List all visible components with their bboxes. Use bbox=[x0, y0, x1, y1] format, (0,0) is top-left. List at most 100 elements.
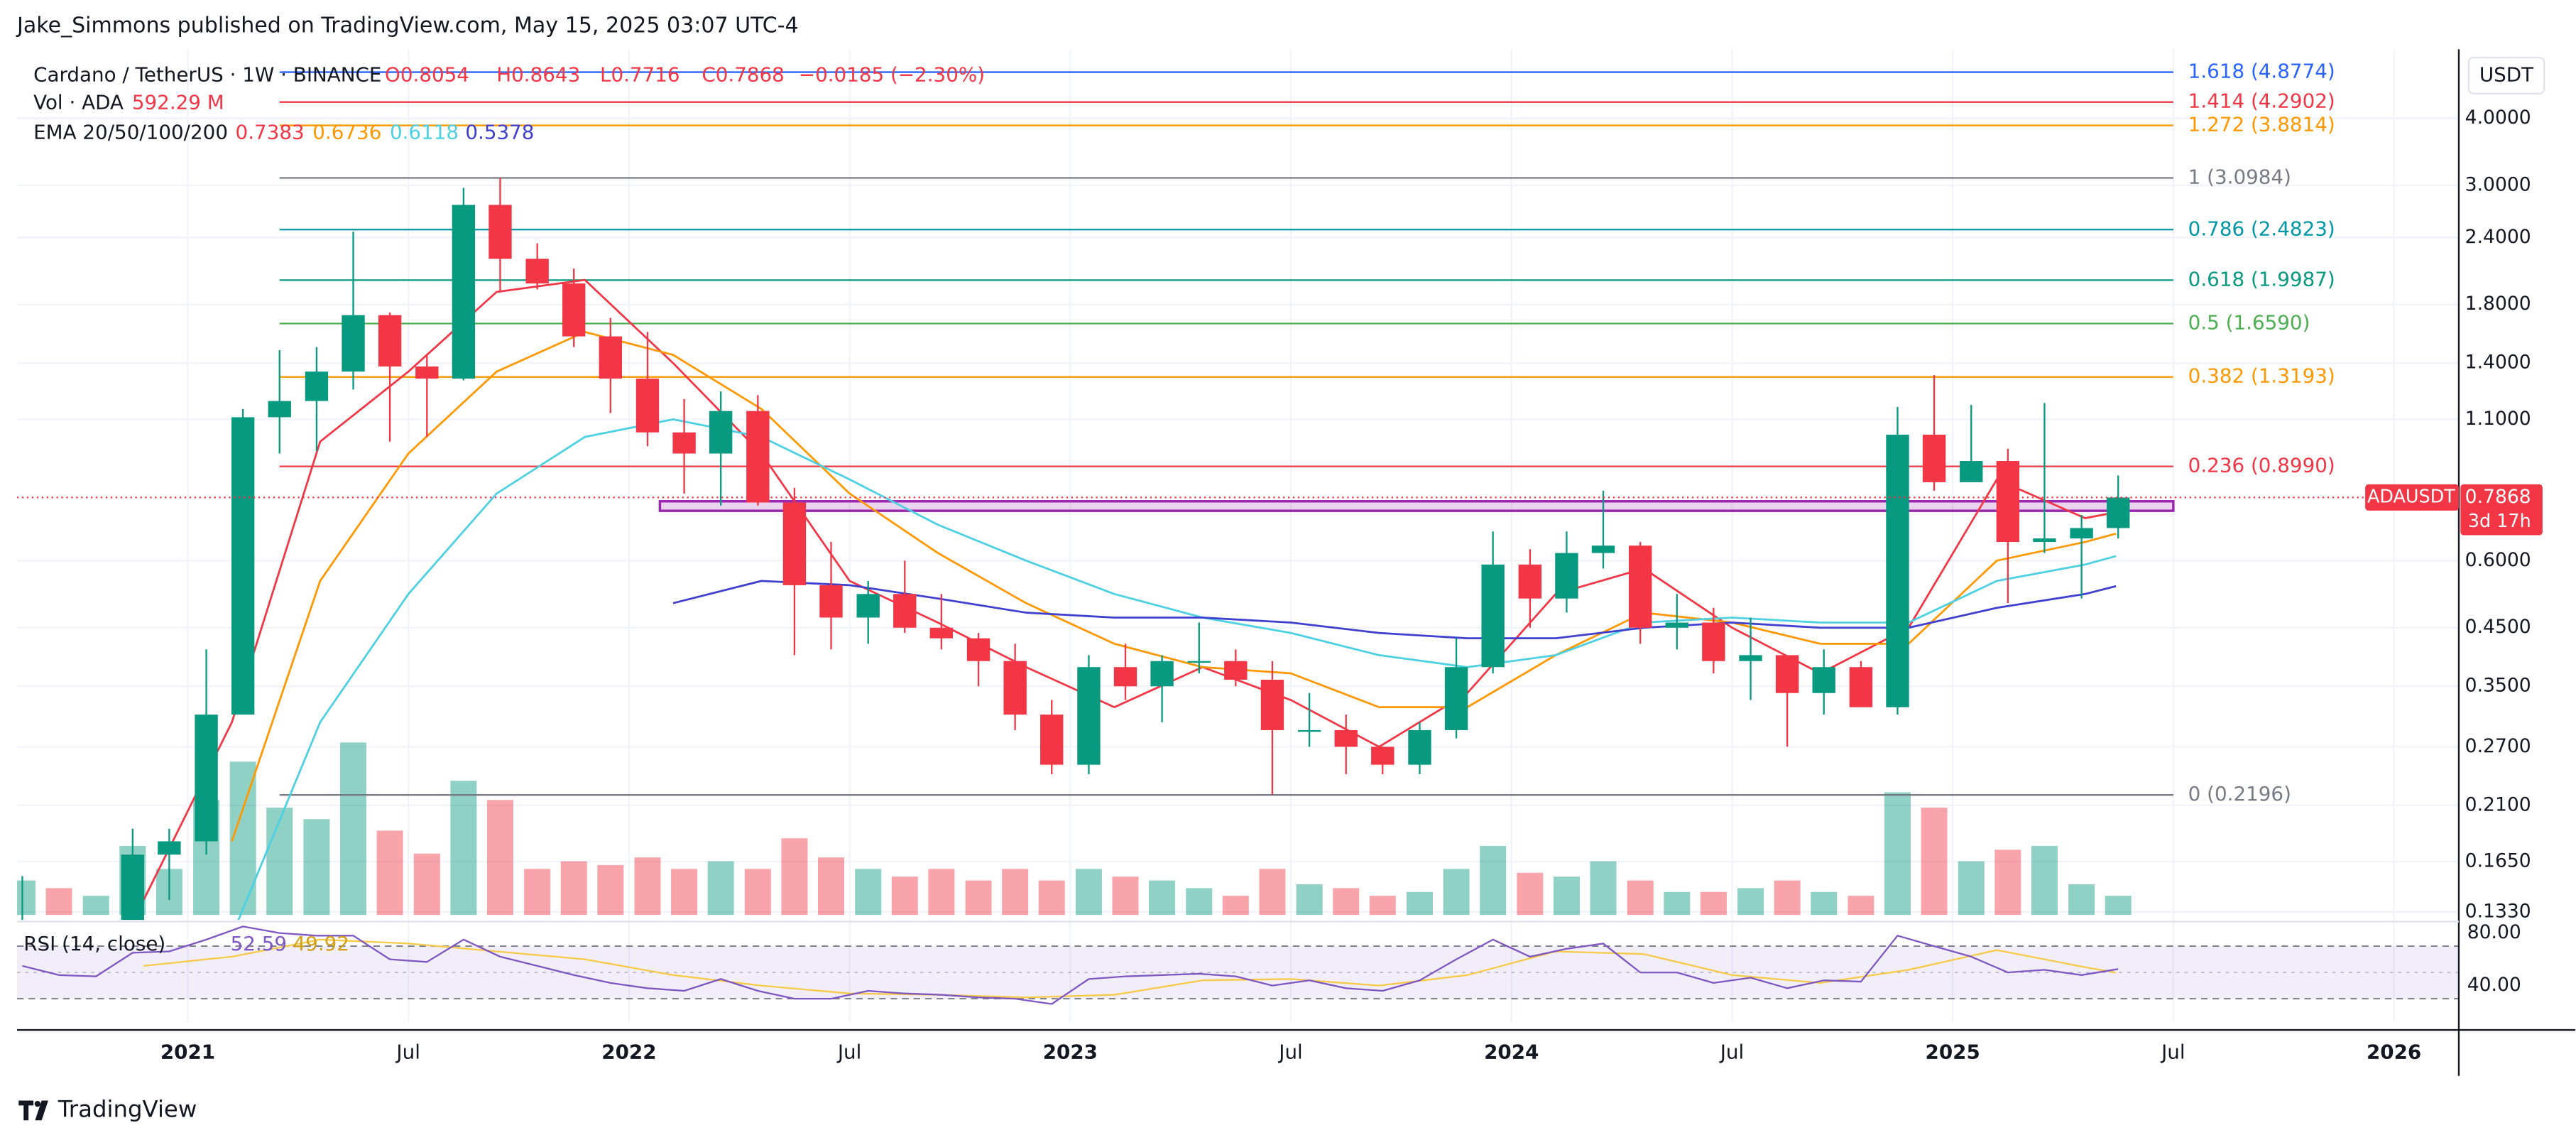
y-tick-label: 3.0000 bbox=[2465, 174, 2531, 196]
candle-body bbox=[1224, 661, 1248, 680]
candle-body bbox=[819, 585, 843, 618]
volume-bar bbox=[340, 742, 367, 916]
fib-label: 0.5 (1.6590) bbox=[2188, 311, 2310, 335]
volume-bar bbox=[376, 830, 403, 916]
candle-body bbox=[1739, 655, 1762, 661]
fib-label: 0.618 (1.9987) bbox=[2188, 267, 2335, 291]
volume-bar bbox=[744, 869, 771, 916]
candle-body bbox=[1040, 715, 1064, 765]
candle-body bbox=[1260, 679, 1284, 730]
grid bbox=[16, 49, 2459, 1022]
candle-body bbox=[856, 594, 880, 618]
ema-line bbox=[231, 331, 2117, 842]
volume-bar bbox=[928, 869, 955, 916]
rsi-line bbox=[22, 925, 2119, 1005]
candle-body bbox=[1849, 667, 1873, 707]
candle-body bbox=[121, 854, 144, 921]
volume-bar bbox=[413, 853, 440, 916]
y-tick-label: 4.0000 bbox=[2465, 107, 2531, 129]
volume-bar bbox=[1700, 891, 1727, 916]
rsi-label: RSI (14, close) bbox=[23, 932, 165, 955]
volume-bar bbox=[1112, 876, 1139, 916]
candle-body bbox=[893, 594, 917, 628]
candle-body bbox=[635, 379, 660, 433]
candle-body bbox=[415, 366, 439, 379]
legend-close: C0.7868 bbox=[702, 63, 784, 86]
volume-bar bbox=[781, 838, 808, 916]
legend: Cardano / TetherUS · 1W · BINANCE O0.805… bbox=[23, 63, 985, 955]
candle-body bbox=[342, 315, 365, 372]
volume-bar bbox=[45, 888, 72, 916]
volume-bar bbox=[1369, 896, 1396, 916]
x-tick-label: Jul bbox=[836, 1040, 861, 1063]
candle-body bbox=[2070, 528, 2093, 539]
y-tick-label: 1.4000 bbox=[2465, 352, 2531, 374]
y-tick-label: 0.4500 bbox=[2465, 616, 2531, 638]
candle-body bbox=[709, 411, 733, 454]
volume-bar bbox=[1737, 888, 1764, 916]
candle-body bbox=[1812, 667, 1835, 693]
candle-body bbox=[1334, 729, 1358, 747]
volume-bar bbox=[1958, 861, 1985, 916]
volume-bar bbox=[450, 781, 477, 916]
ema-value: 0.6118 bbox=[390, 120, 459, 143]
candle-body bbox=[1702, 622, 1725, 661]
volume-bar bbox=[1443, 869, 1470, 916]
rsi-tick-label: 80.00 bbox=[2467, 921, 2521, 943]
x-tick-label: Jul bbox=[2160, 1040, 2185, 1063]
ema-value: 0.7383 bbox=[236, 120, 305, 143]
candle-body bbox=[452, 205, 476, 379]
rsi-value: 52.59 bbox=[231, 932, 287, 955]
legend-low: L0.7716 bbox=[600, 63, 680, 86]
candle-body bbox=[2107, 497, 2130, 528]
volume-bar bbox=[1774, 880, 1801, 916]
candle-body bbox=[1113, 667, 1137, 687]
candle-body bbox=[1187, 661, 1211, 663]
volume-bar bbox=[2031, 846, 2058, 916]
rsi-ma-value: 49.92 bbox=[293, 932, 349, 955]
price-tag-value: 0.7868 bbox=[2465, 486, 2531, 508]
ema-line bbox=[143, 278, 2117, 901]
candle-body bbox=[1481, 564, 1505, 668]
price-pane: 1.618 (4.8774) 1.414 (4.2902)1.272 (3.881… bbox=[16, 60, 2459, 921]
unit-box bbox=[2467, 56, 2545, 94]
candle-body bbox=[195, 715, 218, 842]
volume-bar bbox=[1627, 880, 1654, 916]
volume-bar bbox=[671, 869, 698, 916]
y-tick-label: 2.4000 bbox=[2465, 226, 2531, 248]
candle-body bbox=[268, 401, 291, 418]
ema-value: 0.6736 bbox=[312, 120, 381, 143]
volume-bar bbox=[1186, 888, 1213, 916]
y-tick-label: 0.3500 bbox=[2465, 675, 2531, 697]
brand: TradingView bbox=[58, 1095, 197, 1122]
volume-bar bbox=[1517, 872, 1544, 916]
candle-body bbox=[305, 371, 329, 401]
y-tick-label: 0.1330 bbox=[2465, 900, 2531, 922]
volume-bar bbox=[1406, 891, 1433, 916]
volume-bar bbox=[1296, 884, 1323, 916]
x-tick-label: Jul bbox=[395, 1040, 420, 1063]
candle-body bbox=[672, 432, 696, 454]
volume-bar bbox=[1664, 891, 1691, 916]
volume-value: 592.29 M bbox=[132, 91, 224, 114]
ema-value: 0.5378 bbox=[465, 120, 534, 143]
candle-body bbox=[1003, 661, 1027, 715]
candle-body bbox=[1297, 729, 1321, 732]
volume-bar bbox=[1994, 849, 2021, 916]
support-zone bbox=[658, 500, 2175, 512]
candle-body bbox=[489, 205, 512, 259]
candle-body bbox=[746, 411, 770, 503]
fib-label: 1 (3.0984) bbox=[2188, 165, 2291, 188]
volume-bar bbox=[1921, 808, 1948, 916]
volume-bar bbox=[1038, 880, 1065, 916]
candle-body bbox=[599, 336, 622, 379]
brand-logo: TradingView bbox=[18, 1095, 197, 1122]
volume-bar bbox=[1333, 888, 1360, 916]
volume-bar bbox=[1075, 869, 1102, 916]
volume-bar bbox=[818, 857, 845, 916]
rsi-tick-label: 40.00 bbox=[2467, 974, 2521, 996]
volume-bar bbox=[82, 896, 109, 916]
fib-label: 1.414 (4.2902) bbox=[2188, 89, 2335, 113]
fib-label: 0.786 (2.4823) bbox=[2188, 217, 2335, 240]
candle-body bbox=[1371, 747, 1395, 765]
